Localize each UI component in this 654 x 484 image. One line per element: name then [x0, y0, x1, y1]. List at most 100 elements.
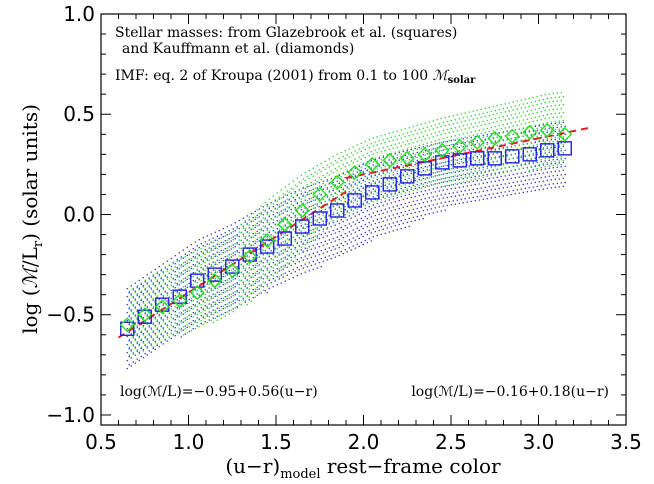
- band-dot: [376, 226, 378, 229]
- band-dot: [344, 165, 346, 168]
- band-dot: [454, 187, 456, 189]
- band-dot: [258, 268, 260, 271]
- band-dot: [160, 332, 162, 335]
- band-dot: [392, 206, 394, 208]
- band-dot: [178, 292, 180, 294]
- band-dot: [404, 192, 406, 194]
- band-dot: [550, 147, 552, 149]
- band-dot: [490, 174, 492, 177]
- band-dot: [332, 195, 334, 198]
- band-dot: [350, 217, 352, 219]
- band-dot: [538, 188, 540, 191]
- band-dot: [376, 194, 378, 197]
- band-dot: [312, 228, 314, 231]
- band-dot: [474, 183, 476, 186]
- band-dot: [158, 291, 160, 293]
- band-dot: [398, 215, 400, 218]
- band-dot: [450, 180, 452, 182]
- band-dot: [470, 144, 472, 147]
- band-dot: [420, 214, 422, 217]
- band-dot: [318, 233, 320, 235]
- band-dot: [524, 98, 526, 100]
- band-dot: [174, 286, 176, 289]
- band-dot: [372, 145, 374, 147]
- band-dot: [190, 243, 192, 246]
- band-dot: [266, 277, 268, 280]
- band-dot: [304, 227, 306, 230]
- band-dot: [548, 117, 550, 119]
- band-dot: [440, 173, 442, 176]
- band-dot: [294, 246, 296, 249]
- band-dot: [474, 130, 476, 132]
- band-dot: [354, 191, 356, 193]
- band-dot: [392, 131, 394, 134]
- band-dot: [562, 177, 564, 180]
- band-dot: [454, 134, 456, 137]
- band-dot: [338, 206, 340, 209]
- band-dot: [500, 127, 502, 130]
- band-dot: [246, 303, 248, 306]
- band-dot: [266, 261, 268, 264]
- band-dot: [402, 150, 404, 153]
- band-dot: [158, 283, 160, 285]
- band-dot: [136, 301, 138, 303]
- band-dot: [462, 157, 464, 159]
- band-dot: [310, 205, 312, 208]
- band-dot: [262, 230, 264, 232]
- band-dot: [302, 178, 304, 180]
- band-dot: [226, 306, 228, 308]
- band-dot: [148, 292, 150, 295]
- band-dot: [478, 121, 480, 123]
- band-dot: [296, 225, 298, 227]
- band-dot: [414, 187, 416, 190]
- band-dot: [432, 184, 434, 186]
- band-dot: [424, 149, 426, 152]
- band-dot: [478, 153, 480, 155]
- band-dot: [218, 253, 220, 256]
- x-axis-label-main: (u−r): [225, 454, 280, 478]
- band-dot: [376, 200, 378, 202]
- band-dot: [528, 129, 530, 132]
- band-dot: [154, 342, 156, 344]
- band-dot: [332, 155, 334, 158]
- band-dot: [400, 153, 402, 155]
- band-dot: [374, 189, 376, 191]
- band-dot: [198, 269, 200, 272]
- band-dot: [226, 287, 228, 289]
- band-dot: [458, 118, 460, 120]
- band-dot: [406, 148, 408, 150]
- band-dot: [562, 161, 564, 164]
- band-dot: [274, 255, 276, 257]
- band-dot: [338, 157, 340, 160]
- diamond-marker: [277, 217, 293, 233]
- band-dot: [138, 297, 140, 299]
- band-dot: [210, 303, 212, 306]
- band-dot: [202, 267, 204, 270]
- band-dot: [288, 270, 290, 273]
- band-dot: [370, 176, 372, 178]
- band-dot: [224, 291, 226, 293]
- band-dot: [212, 305, 214, 308]
- band-dot: [196, 321, 198, 324]
- band-dot: [298, 181, 300, 183]
- band-dot: [324, 160, 326, 162]
- band-dot: [310, 208, 312, 211]
- band-dot: [324, 256, 326, 258]
- band-dot: [306, 175, 308, 178]
- band-dot: [524, 131, 526, 134]
- band-dot: [218, 245, 220, 248]
- band-dot: [434, 183, 436, 185]
- band-dot: [330, 186, 332, 188]
- band-dot: [454, 150, 456, 153]
- x-tick-label: 3.0: [523, 430, 555, 454]
- band-dot: [192, 271, 194, 274]
- band-dot: [390, 160, 392, 163]
- band-dot: [538, 99, 540, 102]
- band-dot: [318, 217, 320, 219]
- annotation-line-2: and Kauffmann et al. (diamonds): [122, 41, 354, 57]
- band-dot: [248, 256, 250, 258]
- band-dot: [306, 257, 308, 260]
- band-dot: [428, 148, 430, 151]
- band-dot: [144, 328, 146, 331]
- band-dot: [244, 275, 246, 278]
